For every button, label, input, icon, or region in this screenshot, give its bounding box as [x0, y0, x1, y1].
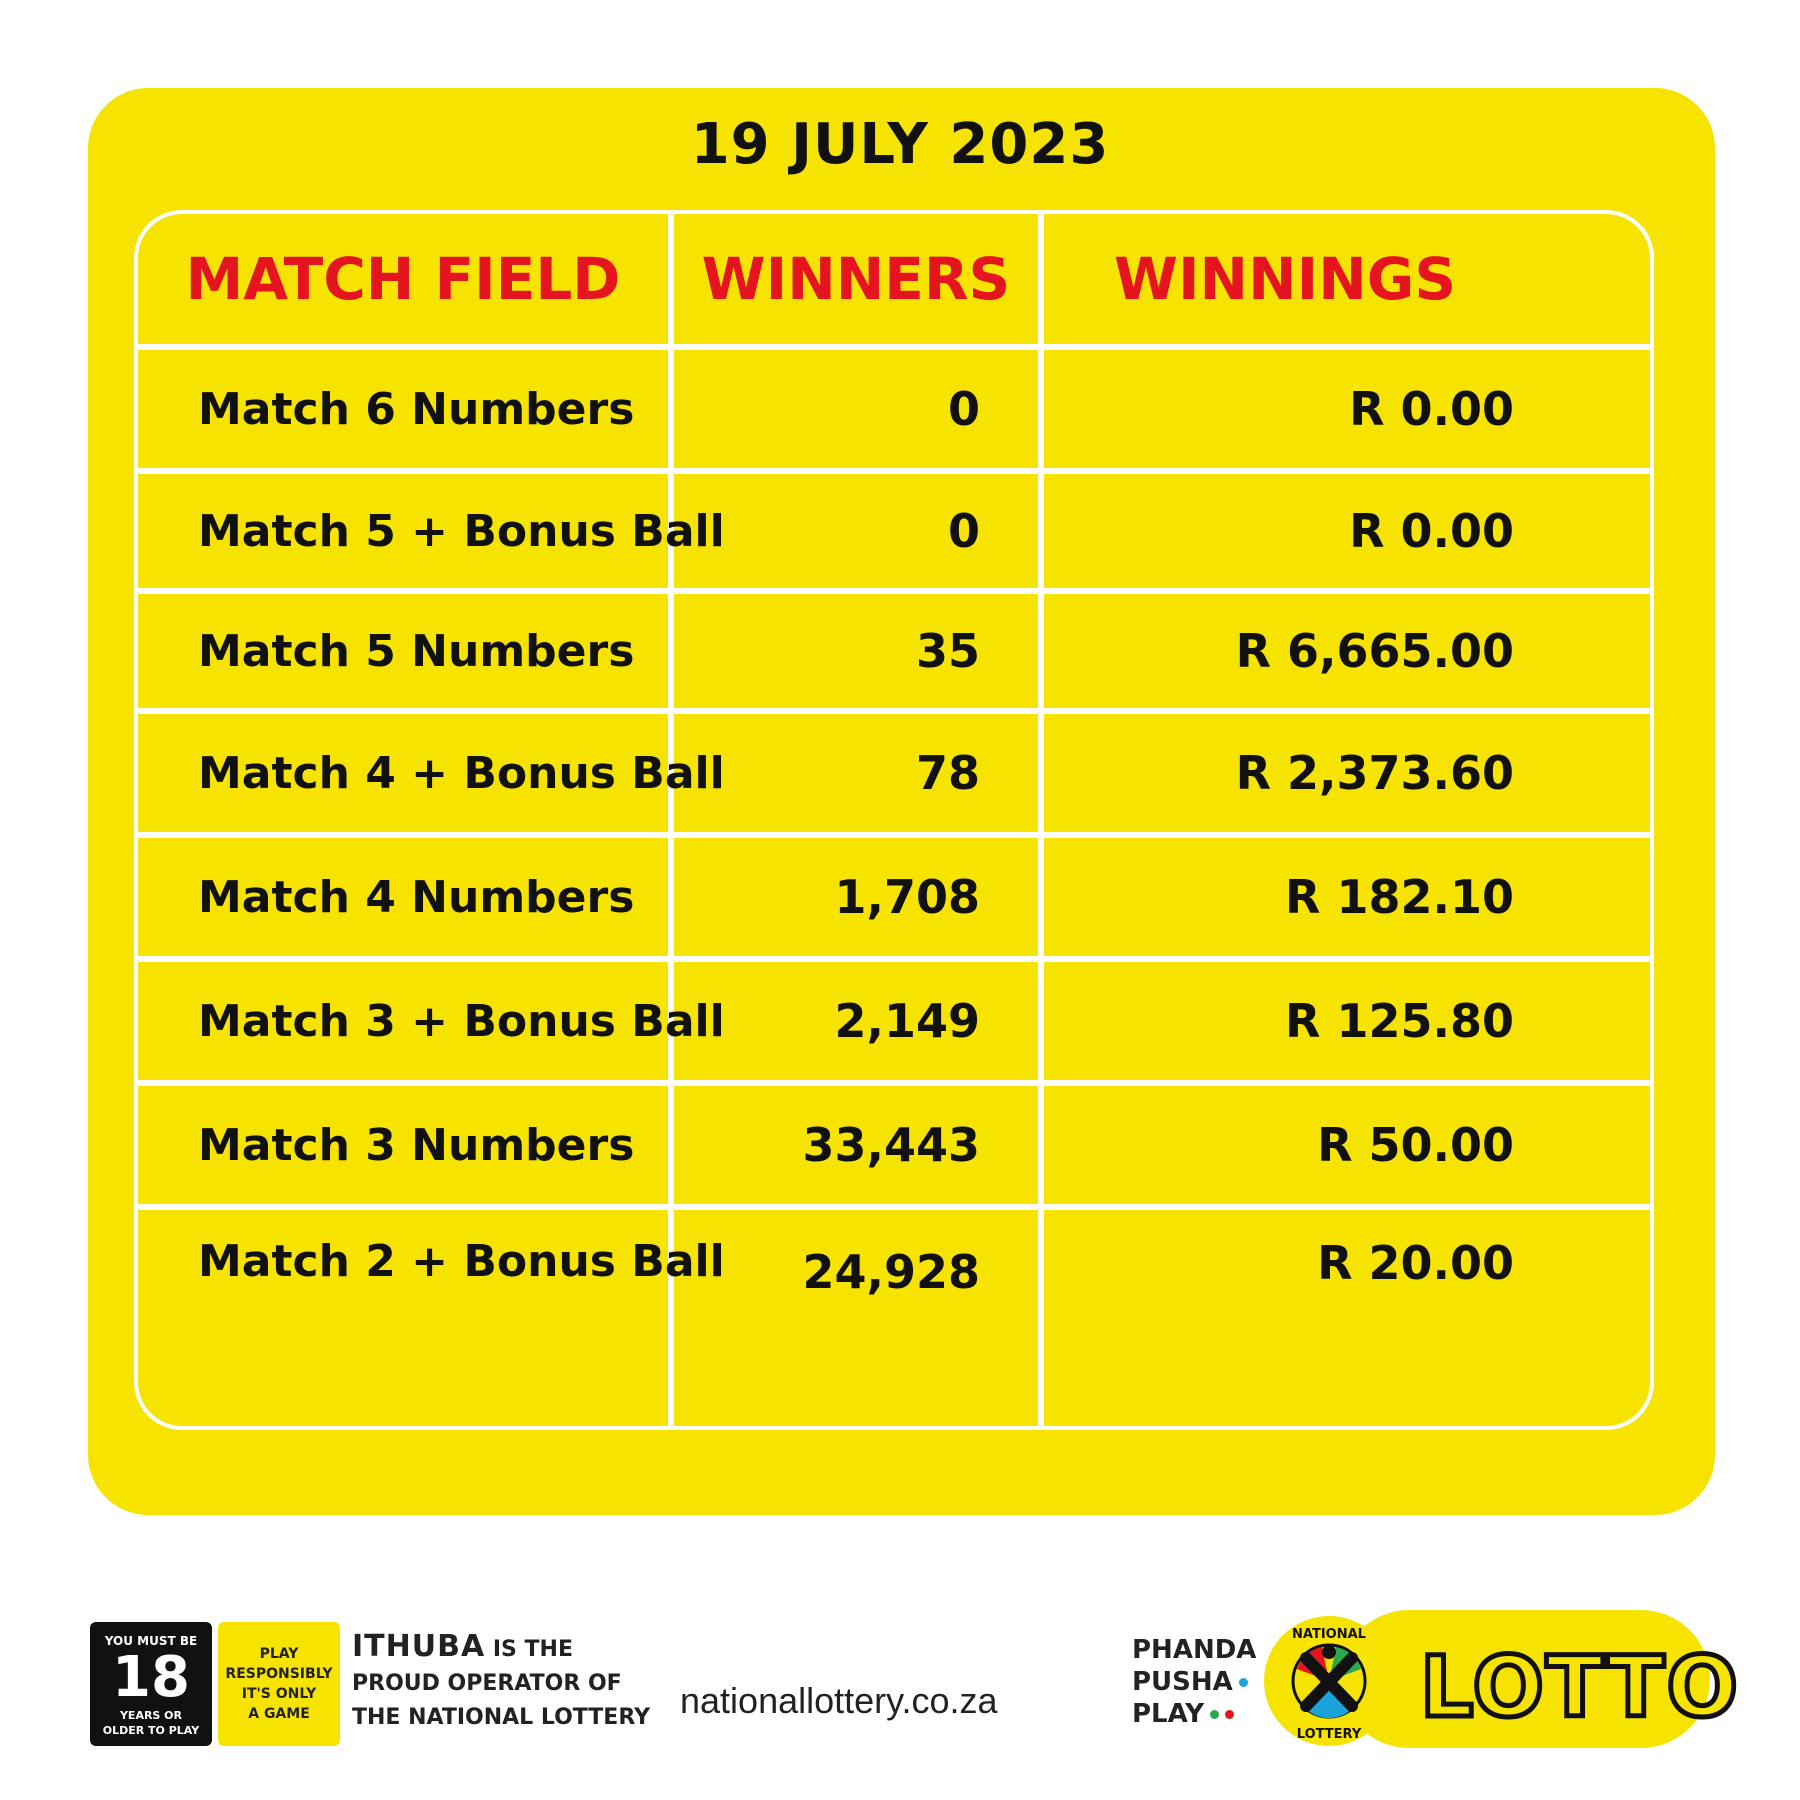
slogan-line: PUSHA [1132, 1667, 1233, 1697]
row-divider [138, 956, 1650, 962]
row-winners: 35 [915, 624, 980, 678]
dot-icon [1225, 1710, 1235, 1719]
row-field: Match 3 + Bonus Ball [198, 995, 725, 1047]
row-winners: 24,928 [802, 1245, 980, 1299]
operator-text: THE NATIONAL LOTTERY [352, 1705, 650, 1730]
responsible-text: PLAY [259, 1646, 299, 1662]
row-winnings: R 20.00 [1317, 1236, 1514, 1290]
slogan-line: PLAY [1132, 1699, 1205, 1729]
slogan-line: PHANDA [1132, 1635, 1257, 1665]
footer: YOU MUST BE 18 YEARS OR OLDER TO PLAY PL… [0, 1610, 1800, 1760]
row-field: Match 6 Numbers [198, 383, 635, 435]
row-winners: 0 [947, 504, 980, 558]
row-winners: 0 [947, 382, 980, 436]
header-winnings: WINNINGS [1114, 245, 1457, 313]
results-table: MATCH FIELD WINNERS WINNINGS Match 6 Num… [134, 210, 1654, 1430]
age-restriction-badge: YOU MUST BE 18 YEARS OR OLDER TO PLAY [90, 1622, 212, 1746]
age-bottom-text: OLDER TO PLAY [102, 1724, 200, 1737]
row-winners: 2,149 [834, 994, 980, 1048]
row-divider [138, 468, 1650, 474]
website-url[interactable]: nationallottery.co.za [680, 1680, 998, 1721]
row-winnings: R 125.80 [1285, 994, 1514, 1048]
lotto-logo-text: LOTTO [1418, 1636, 1741, 1739]
age-top-text: YOU MUST BE [104, 1634, 198, 1648]
row-divider [138, 344, 1650, 350]
emblem-top-text: NATIONAL [1292, 1627, 1366, 1642]
row-winnings: R 2,373.60 [1235, 746, 1514, 800]
row-divider [138, 832, 1650, 838]
age-bottom-text: YEARS OR [119, 1709, 183, 1722]
row-field: Match 3 Numbers [198, 1119, 635, 1171]
row-winners: 33,443 [802, 1118, 980, 1172]
row-field: Match 5 Numbers [198, 625, 635, 677]
row-divider [138, 708, 1650, 714]
row-winners: 1,708 [834, 870, 980, 924]
operator-text: PROUD OPERATOR OF [352, 1671, 622, 1696]
column-divider [668, 214, 674, 1426]
row-field: Match 4 + Bonus Ball [198, 747, 725, 799]
row-winnings: R 0.00 [1349, 504, 1514, 558]
responsible-text: IT'S ONLY [241, 1686, 317, 1702]
dot-icon [1238, 1678, 1248, 1687]
draw-date: 19 JULY 2023 [690, 112, 1110, 177]
responsible-text: RESPONSIBLY [225, 1666, 333, 1682]
row-winnings: R 0.00 [1349, 382, 1514, 436]
row-divider [138, 1204, 1650, 1210]
slogan: PHANDA PUSHA PLAY [1132, 1634, 1256, 1730]
row-field: Match 5 + Bonus Ball [198, 505, 725, 557]
national-lottery-emblem-icon: NATIONAL LOTTERY [1264, 1616, 1394, 1746]
row-field: Match 4 Numbers [198, 871, 635, 923]
row-winnings: R 50.00 [1317, 1118, 1514, 1172]
row-field: Match 2 + Bonus Ball [198, 1236, 725, 1287]
operator-statement: ITHUBA IS THE PROUD OPERATOR OF THE NATI… [352, 1630, 650, 1735]
row-winnings: R 182.10 [1285, 870, 1514, 924]
row-winners: 78 [915, 746, 980, 800]
dot-icon [1210, 1710, 1220, 1719]
column-divider [1038, 214, 1044, 1426]
lotto-logo-pill [1340, 1610, 1710, 1748]
emblem-bottom-text: LOTTERY [1297, 1727, 1362, 1742]
responsible-text: A GAME [248, 1706, 310, 1722]
play-responsibly-badge: PLAY RESPONSIBLY IT'S ONLY A GAME [218, 1622, 340, 1746]
results-card [88, 88, 1715, 1515]
header-match-field: MATCH FIELD [185, 245, 621, 313]
row-divider [138, 1080, 1650, 1086]
row-divider [138, 588, 1650, 594]
header-winners: WINNERS [701, 245, 1011, 313]
row-winnings: R 6,665.00 [1235, 624, 1514, 678]
operator-text: IS THE [485, 1637, 573, 1662]
age-number: 18 [112, 1645, 190, 1710]
ithuba-logo: ITHUBA [352, 1629, 486, 1664]
